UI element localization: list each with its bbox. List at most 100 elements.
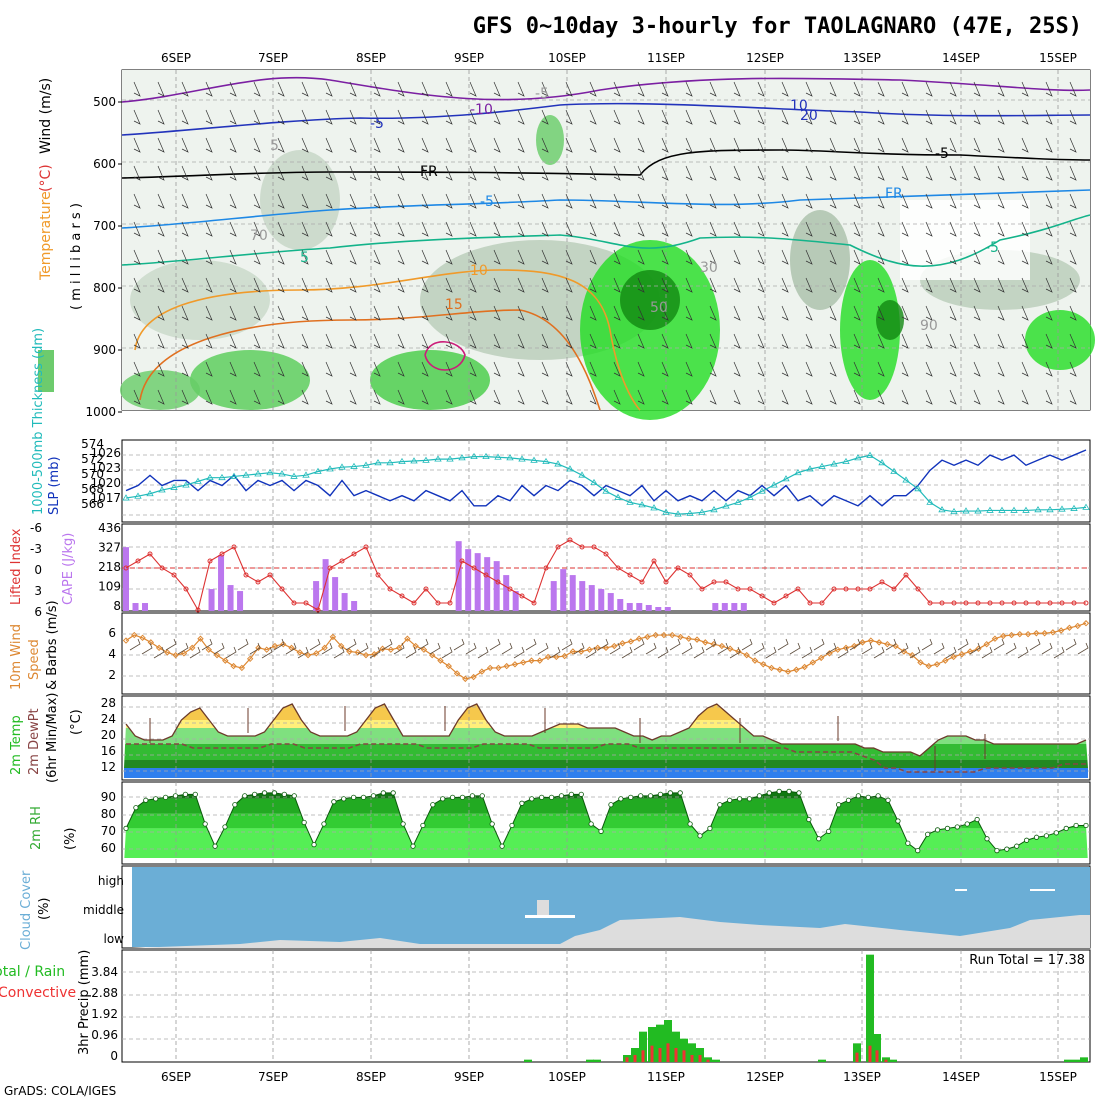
upper-wind-barb [685, 277, 693, 293]
upper-wind-barb [853, 193, 861, 209]
rh-axis-label: 2m RH (%) [29, 806, 78, 850]
thickness-marker [122, 494, 130, 501]
upper-wind-barb [877, 333, 885, 349]
upper-wind-barb [325, 81, 333, 97]
upper-wind-barb [1045, 249, 1053, 265]
cape-bar [598, 589, 605, 611]
upper-wind-barb [517, 361, 525, 377]
wind-barb [1041, 642, 1053, 655]
upper-wind-barb [325, 361, 333, 377]
li-marker [471, 565, 477, 571]
upper-wind-barb [829, 109, 837, 125]
x-tick-bottom-12SEP: 12SEP [746, 1070, 784, 1084]
thickness-marker [470, 452, 478, 460]
upper-wind-barb [877, 193, 885, 209]
upper-wind-barb [1021, 277, 1029, 293]
upper-wind-barb [973, 81, 981, 97]
upper-wind-barb [181, 361, 189, 377]
upper-wind-barb [349, 221, 357, 237]
upper-wind-barb [325, 221, 333, 237]
upper-wind-barb [901, 333, 909, 349]
upper-wind-barb [589, 109, 597, 125]
upper-wind-barb [973, 193, 981, 209]
x-tick-bottom-8SEP: 8SEP [356, 1070, 386, 1084]
rh-marker [529, 796, 535, 802]
wind-marker [842, 644, 850, 652]
li-ytick-3: 3 [34, 584, 42, 598]
convective-bar [625, 1057, 629, 1062]
thickness-marker [290, 472, 298, 479]
upper-wind-barb [301, 277, 309, 293]
upper-wind-barb [781, 81, 789, 97]
cape-bar [512, 591, 519, 611]
wind-marker [164, 649, 171, 656]
cape-bar [123, 547, 129, 611]
cape-ytick-436: 436 [98, 521, 121, 535]
thickness-ytick-574: 574 [81, 437, 104, 451]
upper-wind-barb [325, 137, 333, 153]
thickness-ytick-566: 566 [81, 497, 104, 511]
upper-wind-barb [853, 305, 861, 321]
upper-wind-barb [325, 249, 333, 265]
upper-wind-barb [709, 249, 717, 265]
upper-wind-barb [829, 249, 837, 265]
upper-wind-barb [949, 333, 957, 349]
li-marker [543, 565, 549, 571]
wind-marker [321, 644, 328, 652]
upper-wind-barb [877, 221, 885, 237]
upper-wind-barb [205, 249, 213, 265]
cape-bar [617, 599, 624, 611]
upper-wind-barb [133, 249, 141, 265]
rh-shade-6 [190, 350, 310, 410]
upper-wind-barb [493, 277, 501, 293]
thickness-marker [146, 489, 154, 497]
upper-wind-barb [493, 305, 501, 321]
rh-ytick-70: 70 [101, 824, 116, 838]
upper-wind-barb [373, 305, 381, 321]
upper-wind-barb [997, 165, 1005, 181]
wind-marker [412, 642, 419, 650]
li-marker [963, 600, 969, 606]
thickness-marker [974, 507, 982, 514]
upper-wind-barb [229, 305, 237, 321]
upper-wind-barb [301, 193, 309, 209]
li-marker [591, 544, 597, 550]
li-marker [831, 586, 837, 592]
temp-ytick-28: 28 [101, 696, 116, 710]
thickness-marker [794, 468, 802, 476]
wind-barb [585, 646, 597, 659]
rh-marker [954, 824, 960, 830]
thickness-marker [134, 492, 142, 499]
upper-wind-barb [973, 221, 981, 237]
li-marker [495, 579, 501, 585]
cloud-panel: high middle low Cloud Cover (%) [19, 865, 1091, 950]
upper-wind-barb [157, 361, 165, 377]
upper-wind-barb [349, 277, 357, 293]
li-marker [843, 586, 849, 592]
wind-barb [129, 638, 141, 651]
wind-marker [420, 646, 428, 653]
upper-wind-barb [613, 389, 621, 405]
thickness-marker [710, 506, 718, 513]
upper-wind-barb [565, 277, 573, 293]
li-marker [819, 600, 825, 606]
x-tick-top-15SEP: 15SEP [1039, 51, 1077, 65]
thickness-marker [890, 467, 898, 474]
isotherm-7 [424, 341, 466, 371]
upper-wind-barb [973, 109, 981, 125]
upper-wind-barb [133, 361, 141, 377]
upper-wind-barb [757, 165, 765, 181]
upper-wind-barb [949, 305, 957, 321]
precip-bar [1080, 1057, 1088, 1062]
li-marker [279, 586, 285, 592]
thickness-marker [650, 504, 658, 511]
upper-wind-barb [541, 193, 549, 209]
upper-wind-barb [901, 361, 909, 377]
wind-marker [900, 648, 908, 655]
wind-marker [1000, 632, 1007, 640]
upper-wind-barb [373, 249, 381, 265]
li-marker [447, 600, 453, 606]
wind-label: Wind (m/s) [38, 78, 54, 154]
upper-wind-barb [517, 221, 525, 237]
wind-barb [405, 646, 417, 659]
